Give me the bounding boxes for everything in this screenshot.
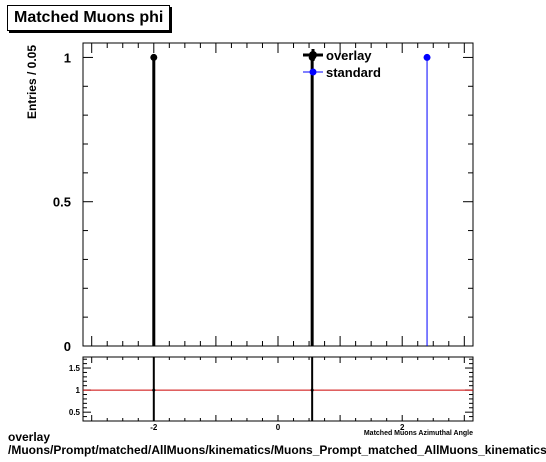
footer-line-1: overlay bbox=[8, 430, 51, 444]
legend-label: overlay bbox=[326, 48, 372, 63]
data-point bbox=[150, 53, 158, 61]
y-tick-label: 0.5 bbox=[53, 195, 71, 210]
x-tick-label: -2 bbox=[150, 423, 158, 432]
y-tick-label: 1 bbox=[64, 50, 71, 65]
plot-frame bbox=[82, 42, 474, 347]
y-tick-label: 0 bbox=[64, 339, 71, 354]
ratio-frame bbox=[82, 356, 474, 422]
footer-line-2: /Muons/Prompt/matched/AllMuons/kinematic… bbox=[8, 443, 546, 457]
data-point bbox=[423, 53, 431, 61]
ratio-y-tick-label: 0.5 bbox=[69, 408, 81, 417]
legend-marker bbox=[309, 68, 317, 76]
ratio-point bbox=[310, 388, 314, 392]
legend-marker bbox=[309, 51, 317, 59]
ratio-y-tick-label: 1.5 bbox=[69, 364, 81, 373]
x-tick-label: 2 bbox=[400, 423, 405, 432]
ratio-point bbox=[152, 388, 156, 392]
x-axis-label: Matched Muons Azimuthal Angle bbox=[364, 430, 473, 437]
legend-label: standard bbox=[326, 65, 381, 80]
footer-caption: overlay /Muons/Prompt/matched/AllMuons/k… bbox=[8, 431, 546, 457]
chart-title: Matched Muons phi bbox=[7, 5, 171, 31]
ratio-y-tick-label: 1 bbox=[76, 386, 81, 395]
x-tick-label: 0 bbox=[276, 423, 281, 432]
